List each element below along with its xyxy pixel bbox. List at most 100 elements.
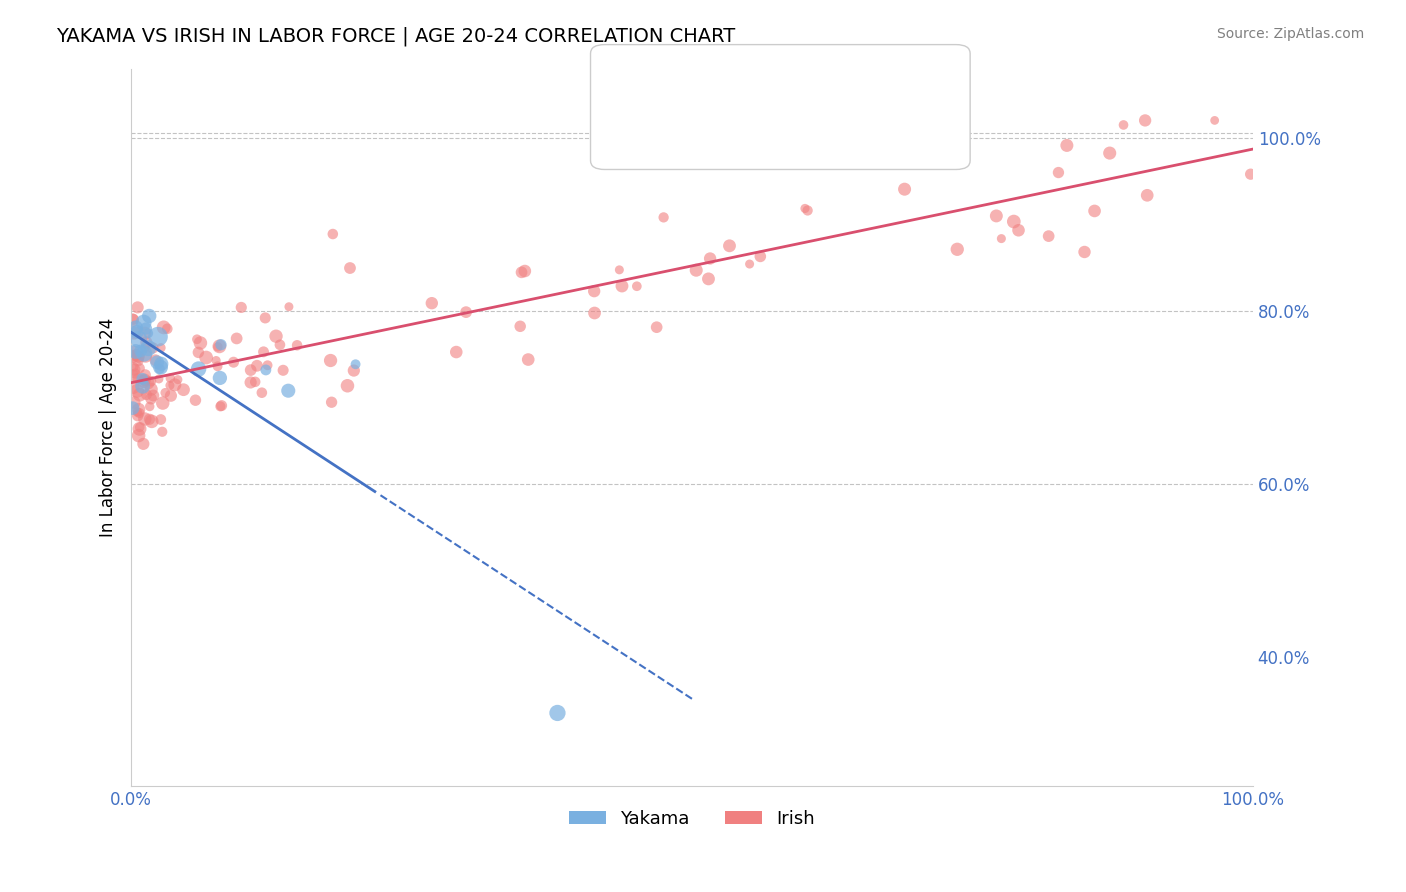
Point — [135, 335, 157, 350]
Legend: Yakama, Irish: Yakama, Irish — [562, 803, 823, 835]
Point — [127, 353, 149, 368]
Point — [626, 279, 648, 293]
Point — [1240, 167, 1263, 181]
Text: R =   0.717  N = 136: R = 0.717 N = 136 — [640, 112, 827, 129]
Point — [252, 344, 274, 359]
Point — [1112, 118, 1135, 132]
Point — [122, 381, 145, 395]
Point — [277, 384, 299, 398]
Point — [1136, 188, 1159, 202]
Point — [794, 202, 817, 216]
Point — [645, 320, 668, 334]
Point — [159, 378, 181, 392]
Point — [156, 322, 179, 336]
Point — [155, 385, 177, 400]
Point — [139, 374, 162, 388]
Point — [699, 252, 721, 266]
Point — [160, 389, 183, 403]
Point — [122, 359, 145, 374]
Point — [344, 357, 367, 371]
Point — [134, 373, 156, 387]
Point — [509, 319, 531, 334]
Point — [149, 341, 172, 355]
Point — [135, 349, 157, 363]
Point — [122, 343, 145, 358]
Text: R = -0.122   N = 26: R = -0.122 N = 26 — [640, 76, 817, 94]
Point — [610, 279, 633, 293]
Point — [167, 373, 190, 387]
Point — [124, 362, 146, 376]
Point — [583, 306, 606, 320]
Point — [446, 345, 468, 359]
Point — [231, 301, 253, 315]
Point — [211, 399, 233, 413]
Point — [124, 367, 146, 381]
Point — [285, 338, 308, 352]
Point — [128, 402, 150, 417]
Point — [546, 706, 568, 720]
Point — [339, 260, 361, 275]
Point — [132, 372, 155, 386]
Point — [250, 385, 273, 400]
Point — [513, 264, 536, 278]
Point — [121, 401, 143, 416]
Point — [209, 400, 232, 414]
Point — [134, 341, 156, 355]
Point — [128, 422, 150, 436]
Point — [321, 395, 343, 409]
Text: Source: ZipAtlas.com: Source: ZipAtlas.com — [1216, 27, 1364, 41]
Point — [173, 383, 195, 397]
Point — [138, 412, 160, 426]
Point — [1007, 223, 1029, 237]
Point — [152, 396, 174, 410]
Point — [127, 349, 149, 363]
Point — [125, 348, 148, 362]
Point — [134, 368, 156, 382]
Point — [146, 355, 169, 369]
Point — [1002, 214, 1025, 228]
Point — [134, 412, 156, 426]
Point — [124, 344, 146, 359]
Point — [583, 284, 606, 298]
Point — [277, 300, 299, 314]
Point — [142, 388, 165, 402]
Point — [129, 343, 152, 358]
Point — [239, 376, 262, 390]
Point — [141, 382, 163, 396]
Point — [132, 437, 155, 451]
Point — [187, 345, 209, 359]
Point — [125, 384, 148, 398]
Point — [152, 320, 174, 334]
Point — [205, 353, 228, 368]
Point — [135, 321, 157, 335]
Point — [121, 350, 143, 364]
Text: YAKAMA VS IRISH IN LABOR FORCE | AGE 20-24 CORRELATION CHART: YAKAMA VS IRISH IN LABOR FORCE | AGE 20-… — [56, 27, 735, 46]
Point — [128, 428, 150, 442]
Point — [209, 337, 232, 351]
Point — [1083, 203, 1105, 218]
Point — [246, 359, 269, 373]
Point — [208, 371, 231, 385]
Point — [986, 209, 1008, 223]
Point — [136, 376, 159, 390]
Point — [159, 371, 181, 385]
Point — [796, 203, 818, 218]
Point — [132, 375, 155, 389]
Point — [1204, 113, 1226, 128]
Point — [190, 336, 212, 351]
Point — [131, 379, 153, 393]
Point — [128, 420, 150, 434]
Point — [128, 387, 150, 401]
Point — [142, 341, 165, 355]
Point — [184, 393, 207, 408]
Point — [127, 405, 149, 419]
Point — [990, 231, 1012, 245]
Point — [454, 305, 477, 319]
Point — [150, 425, 173, 439]
Point — [245, 375, 267, 389]
Point — [128, 350, 150, 364]
Point — [738, 257, 761, 271]
Point — [893, 182, 915, 196]
Point — [125, 325, 148, 339]
Point — [652, 211, 675, 225]
